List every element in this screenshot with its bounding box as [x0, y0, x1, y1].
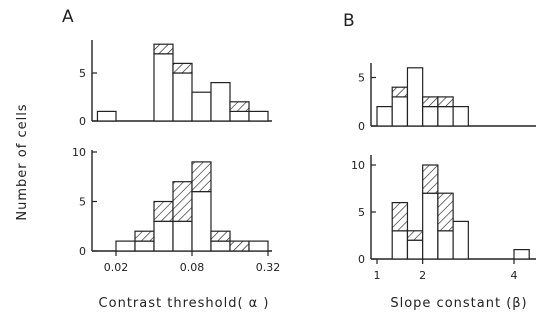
bar-open-segment	[248, 240, 269, 252]
x-tick-label: 0.08	[180, 261, 205, 274]
bar-open-segment	[172, 220, 193, 252]
bar-open-segment	[422, 105, 439, 127]
bar-open-segment	[115, 240, 136, 252]
y-tick-label: 10	[351, 159, 365, 172]
y-tick-label: 0	[79, 115, 86, 128]
bar-open-segment	[210, 240, 231, 252]
bar-open-segment	[191, 191, 212, 252]
y-tick-label: 5	[79, 67, 86, 80]
chart-a-bottom: 0 5 10 0.02 0.08 0.32 Contrast threshold( α )	[72, 146, 280, 311]
x-tick-label: 0.32	[256, 261, 281, 274]
bar-hatched-segment	[191, 161, 212, 193]
bar-open-segment	[422, 192, 439, 260]
bar-open-segment	[406, 67, 424, 127]
y-tick-label: 0	[79, 245, 86, 258]
bar-open-segment	[134, 240, 155, 252]
x-tick-label: 1	[374, 269, 381, 282]
bar-hatched-segment	[422, 164, 439, 194]
bar-open-segment	[153, 53, 174, 122]
x-tick-label: 2	[419, 269, 426, 282]
bar-open-segment	[229, 110, 250, 122]
bar-open-segment	[172, 72, 193, 122]
bar-hatched-segment	[153, 200, 174, 222]
bar-hatched-segment	[437, 96, 454, 108]
bar-open-segment	[391, 96, 409, 127]
bar-open-segment	[96, 110, 117, 122]
bar-open-segment	[452, 220, 469, 260]
bar-open-segment	[210, 81, 231, 122]
shared-y-axis-label: Number of cells	[15, 103, 30, 220]
bar-hatched-segment	[172, 62, 193, 74]
bar-hatched-segment	[437, 192, 454, 232]
bar-open-segment	[406, 239, 424, 260]
panel-label-b: B	[343, 11, 355, 31]
bar-hatched-segment	[172, 181, 193, 222]
chart-a-top: 05	[79, 40, 272, 128]
x-tick-label: 0.02	[104, 261, 129, 274]
x-axis-title: Slope constant (β)	[390, 296, 527, 311]
bar-open-segment	[452, 105, 469, 127]
chart-b-top: 05	[358, 63, 536, 133]
panel-label-a: A	[62, 7, 74, 27]
chart-b-bottom: 0 5 10 1 2 4 Slope constant (β)	[351, 155, 536, 311]
bar-hatched-segment	[134, 230, 155, 242]
bar-open-segment	[248, 110, 269, 122]
bar-hatched-segment	[391, 86, 409, 98]
bar-hatched-segment	[406, 230, 424, 241]
y-tick-label: 10	[72, 146, 86, 159]
bar-open-segment	[513, 249, 530, 260]
y-tick-label: 5	[79, 196, 86, 209]
y-tick-label: 5	[358, 72, 365, 85]
bar-hatched-segment	[422, 96, 439, 108]
bar-open-segment	[391, 230, 409, 260]
y-tick-label: 0	[358, 120, 365, 133]
bar-open-segment	[376, 105, 393, 127]
x-axis-title: Contrast threshold( α )	[99, 296, 270, 311]
bar-hatched-segment	[229, 240, 250, 252]
y-tick-label: 0	[358, 253, 365, 266]
bar-hatched-segment	[229, 101, 250, 113]
bar-open-segment	[191, 91, 212, 122]
x-tick-label: 4	[511, 269, 518, 282]
bar-hatched-segment	[153, 43, 174, 55]
bar-open-segment	[437, 105, 454, 127]
bar-open-segment	[153, 220, 174, 252]
bar-hatched-segment	[210, 230, 231, 242]
y-tick-label: 5	[358, 206, 365, 219]
bar-open-segment	[437, 230, 454, 260]
bar-hatched-segment	[391, 202, 409, 232]
